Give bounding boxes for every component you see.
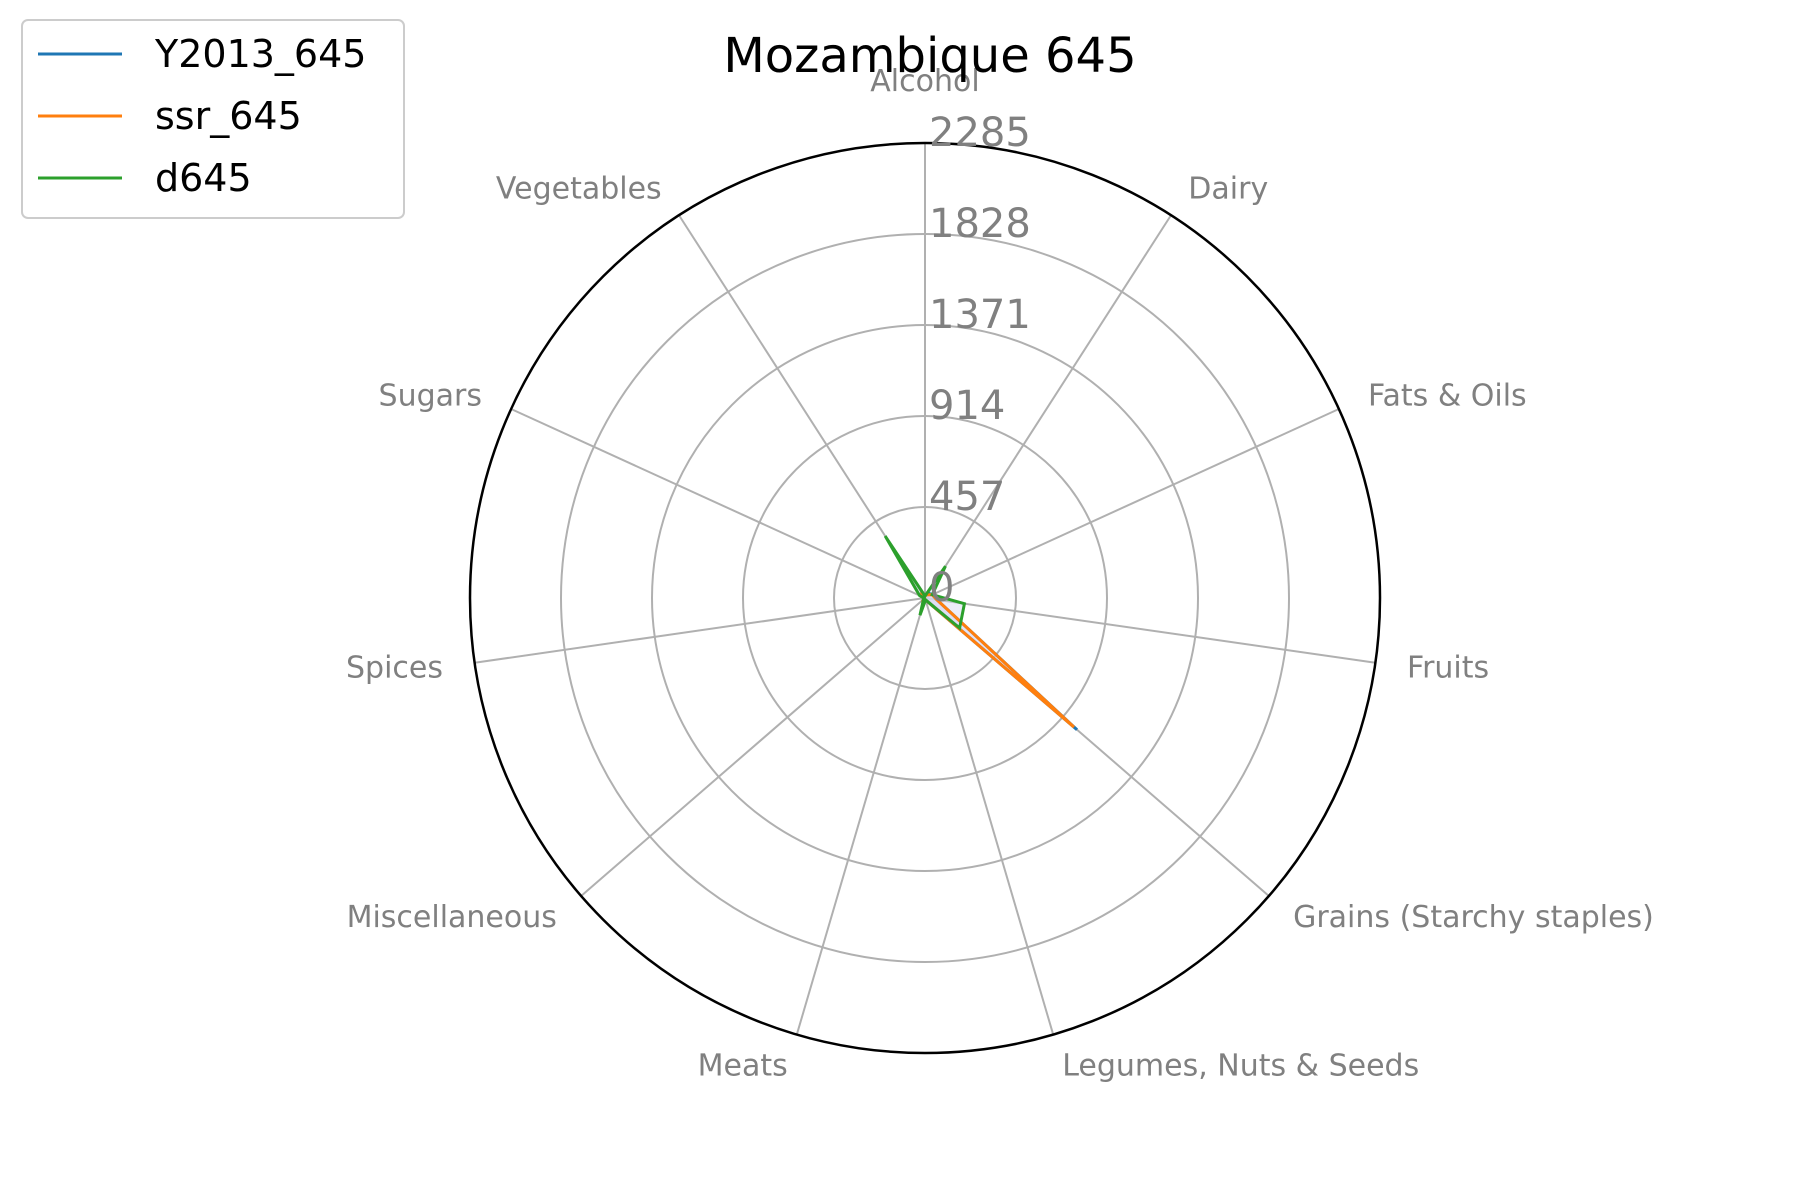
series-line-d645 (883, 535, 967, 631)
spoke-7 (580, 597, 926, 897)
legend-label-y2013: Y2013_645 (154, 32, 366, 76)
tick-label-2: 914 (929, 383, 1005, 429)
radar-grid (468, 141, 1382, 1055)
spoke-8 (474, 597, 926, 664)
radial-tick-labels: 0 457 914 1371 1828 2285 (929, 110, 1031, 611)
spoke-1 (924, 214, 1172, 599)
category-label-5: Legumes, Nuts & Seeds (1062, 1048, 1419, 1083)
category-label-9: Sugars (379, 379, 482, 414)
spoke-3 (924, 597, 1376, 664)
category-labels: Alcohol Dairy Fats & Oils Fruits Grains (Sta… (346, 64, 1654, 1083)
category-label-10: Vegetables (496, 171, 662, 206)
tick-label-3: 1371 (929, 292, 1031, 338)
category-label-1: Dairy (1188, 171, 1268, 206)
category-label-3: Fruits (1407, 650, 1489, 685)
legend-frame (21, 19, 405, 219)
category-label-2: Fats & Oils (1368, 379, 1527, 414)
legend: Y2013_645 ssr_645 d645 (21, 19, 405, 219)
chart-title: Mozambique 645 (723, 28, 1136, 84)
legend-label-d645: d645 (155, 156, 252, 200)
spoke-5 (924, 597, 1055, 1035)
tick-label-1: 457 (929, 474, 1005, 520)
radar-series (883, 535, 1079, 731)
tick-label-0: 0 (929, 565, 954, 611)
legend-label-ssr: ssr_645 (155, 94, 302, 138)
category-label-4: Grains (Starchy staples) (1293, 900, 1654, 935)
spoke-9 (510, 408, 926, 599)
outer-ring (468, 141, 1382, 1055)
category-label-8: Spices (346, 650, 443, 685)
spoke-2 (924, 408, 1340, 599)
tick-label-5: 2285 (929, 110, 1031, 156)
category-label-6: Meats (698, 1048, 788, 1083)
tick-label-4: 1828 (929, 201, 1031, 247)
spoke-6 (795, 597, 926, 1035)
spoke-10 (678, 214, 926, 599)
category-label-0: Alcohol (870, 64, 979, 99)
category-label-7: Miscellaneous (347, 900, 557, 935)
